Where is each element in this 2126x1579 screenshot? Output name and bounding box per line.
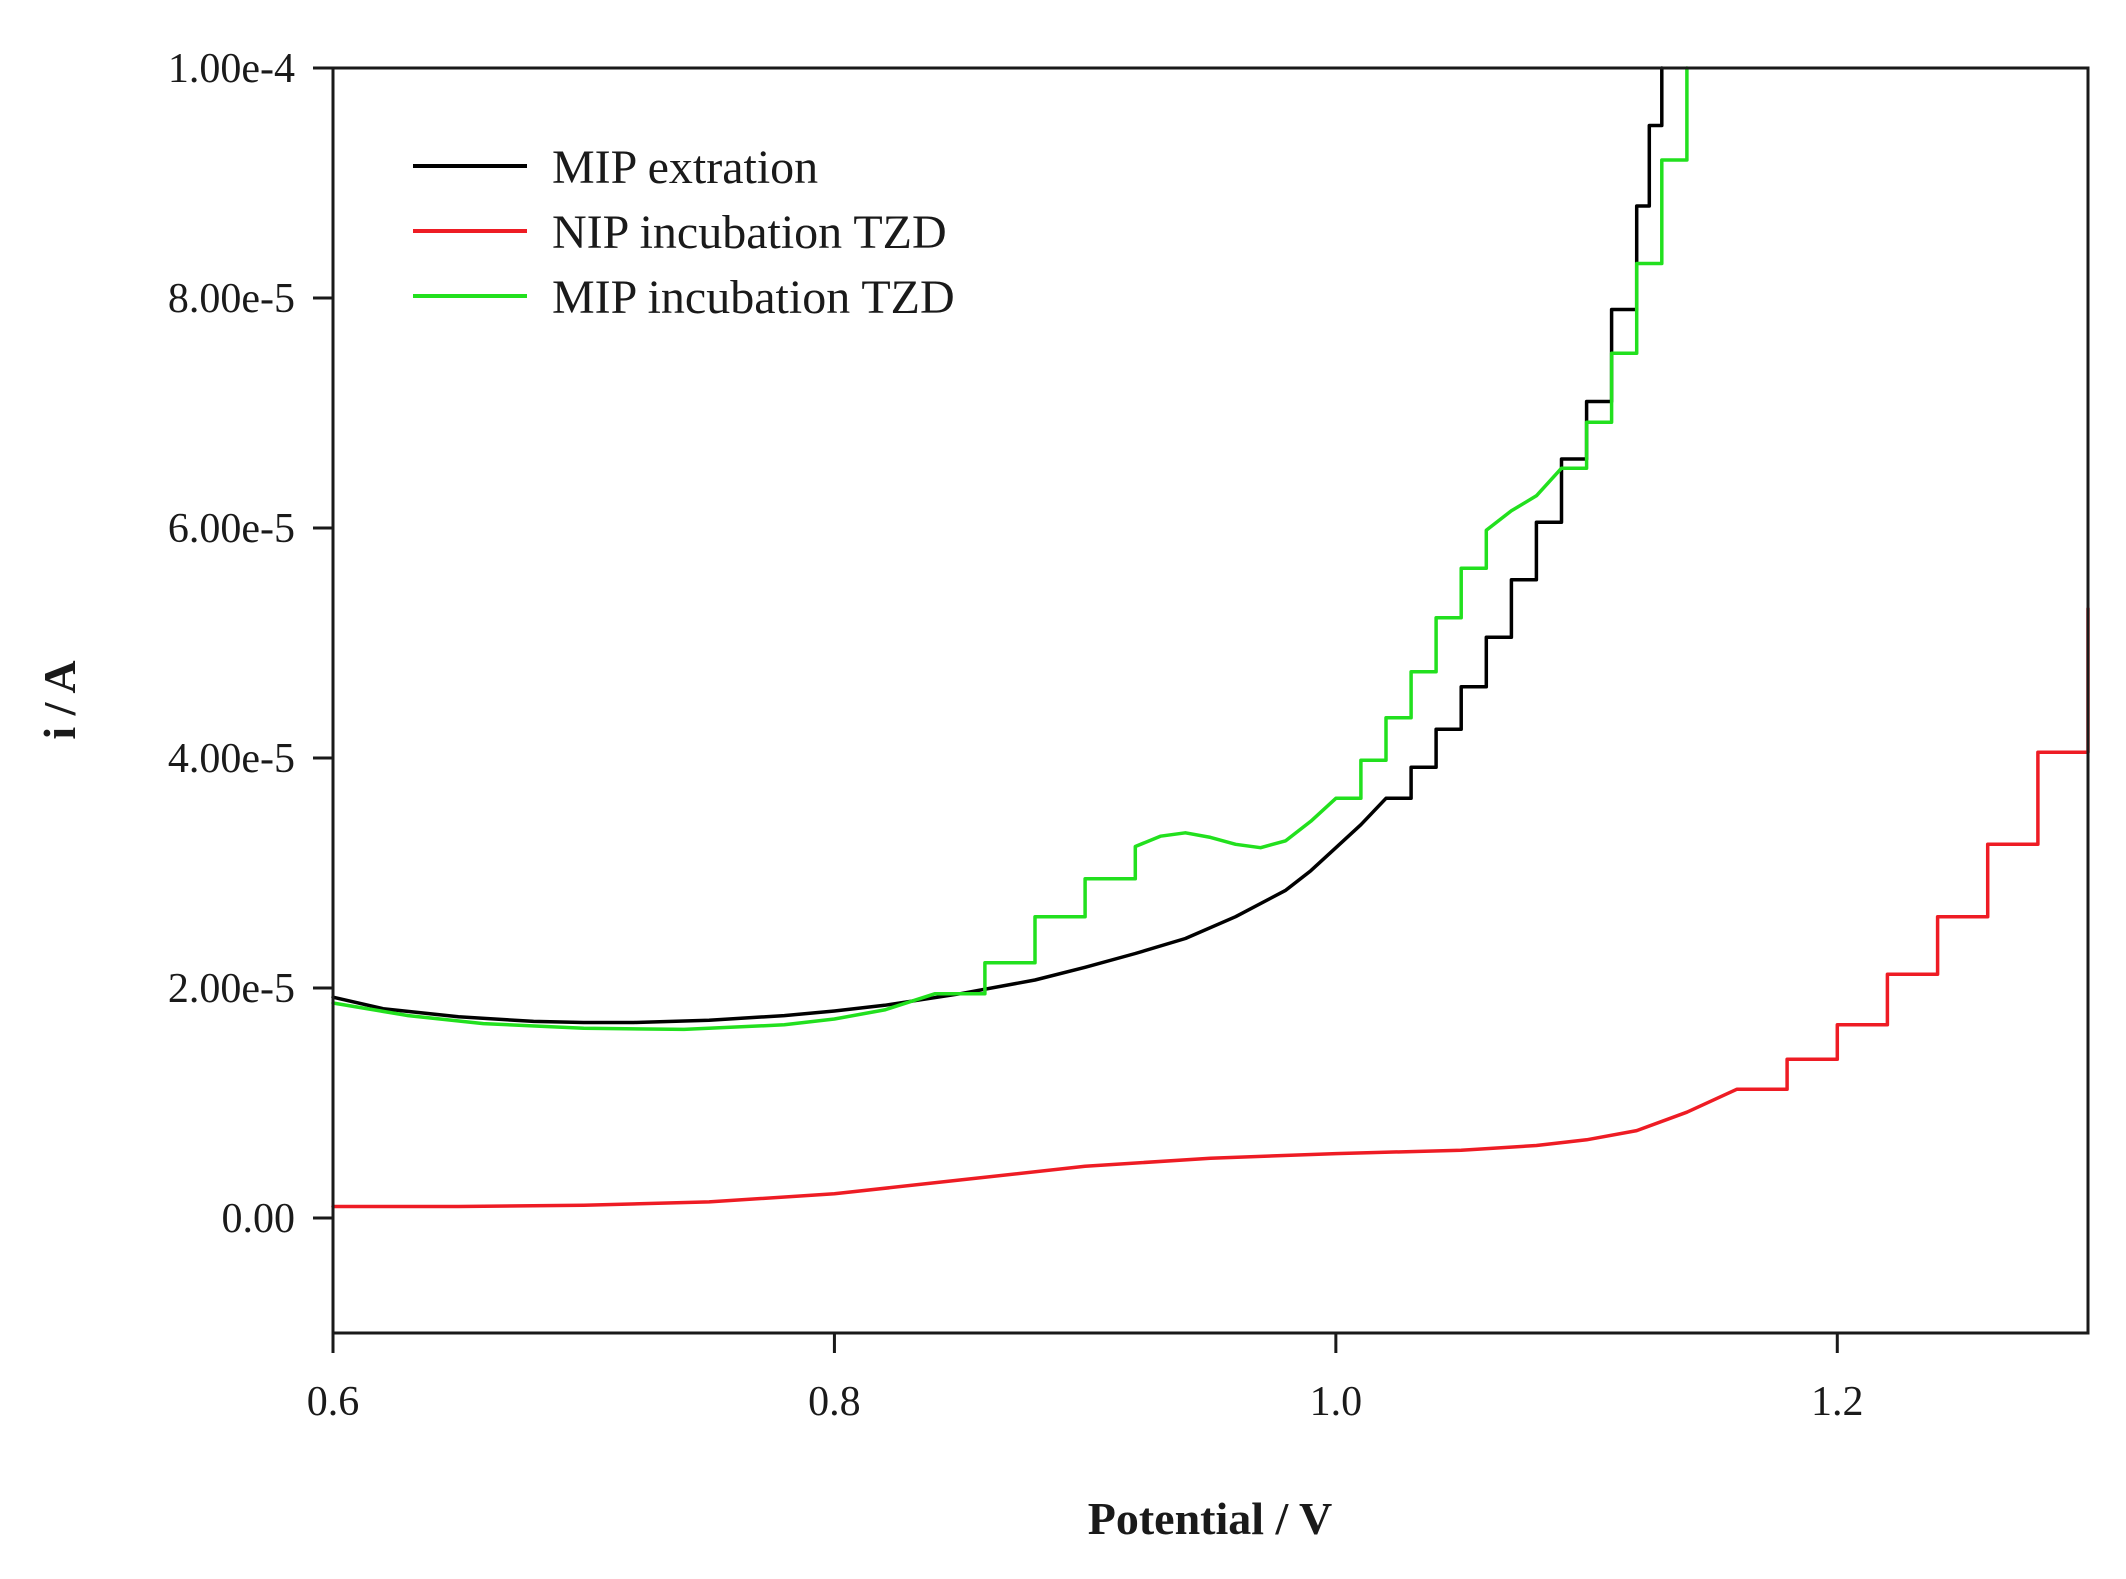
- y-tick-label: 0.00: [222, 1196, 296, 1242]
- x-tick-label: 1.0: [1310, 1379, 1363, 1425]
- legend-label-mip-incubation-tzd: MIP incubation TZD: [552, 271, 955, 324]
- y-tick-label: 8.00e-5: [168, 276, 295, 322]
- series-line-nip-incubation-tzd: [331, 606, 2090, 1209]
- legend-label-mip-extration: MIP extration: [552, 141, 818, 194]
- y-axis-title: i / A: [34, 660, 85, 739]
- y-tick-label: 1.00e-4: [168, 46, 295, 92]
- x-tick-label: 1.2: [1811, 1379, 1864, 1425]
- series-layer: [331, 66, 2090, 1209]
- legend-label-nip-incubation-tzd: NIP incubation TZD: [552, 206, 947, 259]
- x-axis-title: Potential / V: [1088, 1493, 1332, 1544]
- y-tick-label: 6.00e-5: [168, 506, 295, 552]
- y-tick-label: 4.00e-5: [168, 736, 295, 782]
- x-tick-label: 0.8: [808, 1379, 861, 1425]
- plot-frame: [331, 66, 2090, 1335]
- y-tick-label: 2.00e-5: [168, 966, 295, 1012]
- axis-layer: 0.6 0.8 1.0 1.2 0.00 2.00e-5 4.00e-5 6.00e-5 8.0…: [168, 46, 1864, 1425]
- series-line-mip-incubation-tzd: [331, 66, 1689, 1032]
- x-tick-label: 0.6: [307, 1379, 360, 1425]
- legend: MIP extration NIP incubation TZD MIP inc…: [413, 141, 955, 324]
- series-line-mip-extration: [331, 66, 1664, 1025]
